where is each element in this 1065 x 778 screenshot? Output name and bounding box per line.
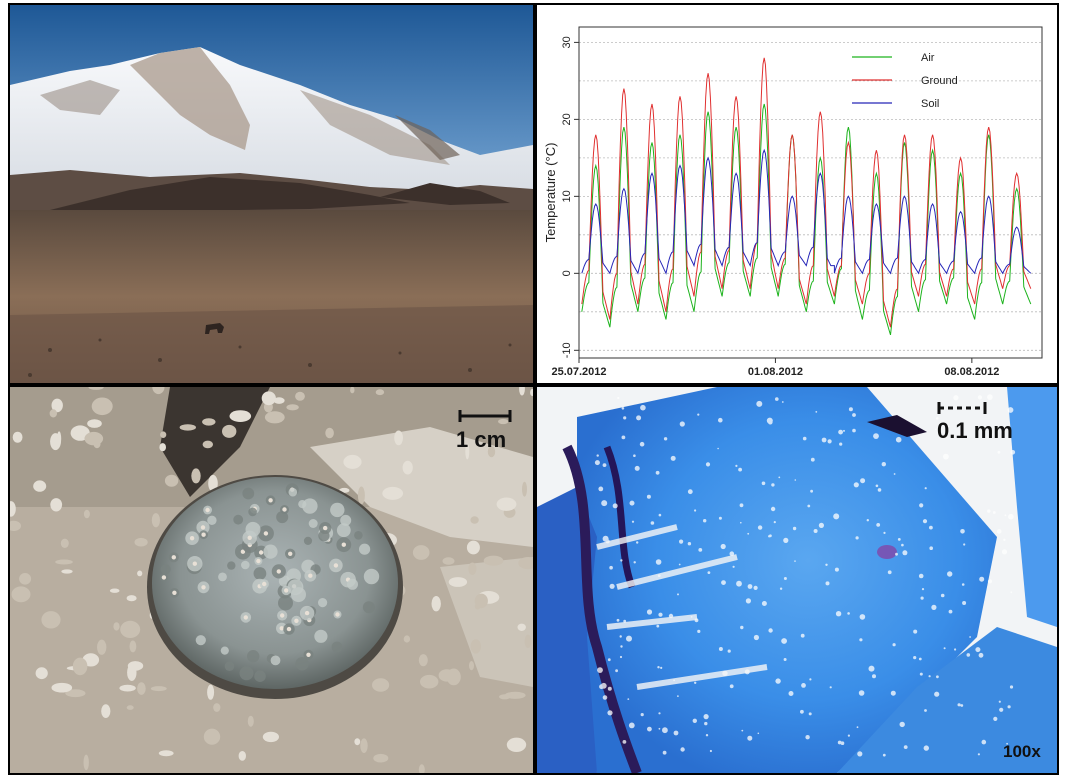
magnification-label: 100x [1003,742,1041,761]
legend-label-air: Air [921,52,935,64]
y-tick-label: 10 [561,190,573,202]
y-tick-label: 0 [561,270,573,276]
y-tick-label: -10 [561,342,573,358]
scale-label-1cm: 1 cm [456,427,507,452]
legend-label-soil: Soil [921,98,939,110]
temperature-chart-panel: -10 0 10 20 30 25.07.2012 01.08.2012 08.08.2012… [535,3,1059,385]
x-tick-label: 08.08.2012 [944,366,999,378]
temperature-line-chart: -10 0 10 20 30 25.07.2012 01.08.2012 08.08.2012… [543,26,1043,378]
plot-frame [578,26,1043,359]
cushion-plant-image [10,387,533,773]
series-line-ground [581,57,1032,328]
scale-bar-0-1mm [937,402,987,414]
microscopy-section-photo: 0.1 mm 100x [535,385,1059,775]
y-tick-label: 20 [561,113,573,125]
y-tick-label: 30 [561,36,573,48]
scale-bar-1cm [458,410,512,422]
stem-cross-section-image [537,387,1057,773]
cushion-plant-photo: 1 cm [8,385,535,775]
mountain-landscape-image [10,5,533,383]
x-tick-label: 01.08.2012 [748,366,803,378]
legend-label-ground: Ground [921,75,958,87]
y-axis-label: Temperature (°C) [543,143,558,243]
series-line-soil [581,148,1032,275]
mountain-landscape-photo [8,3,535,385]
scale-label-0-1mm: 0.1 mm [937,418,1013,443]
x-tick-label: 25.07.2012 [551,366,606,378]
